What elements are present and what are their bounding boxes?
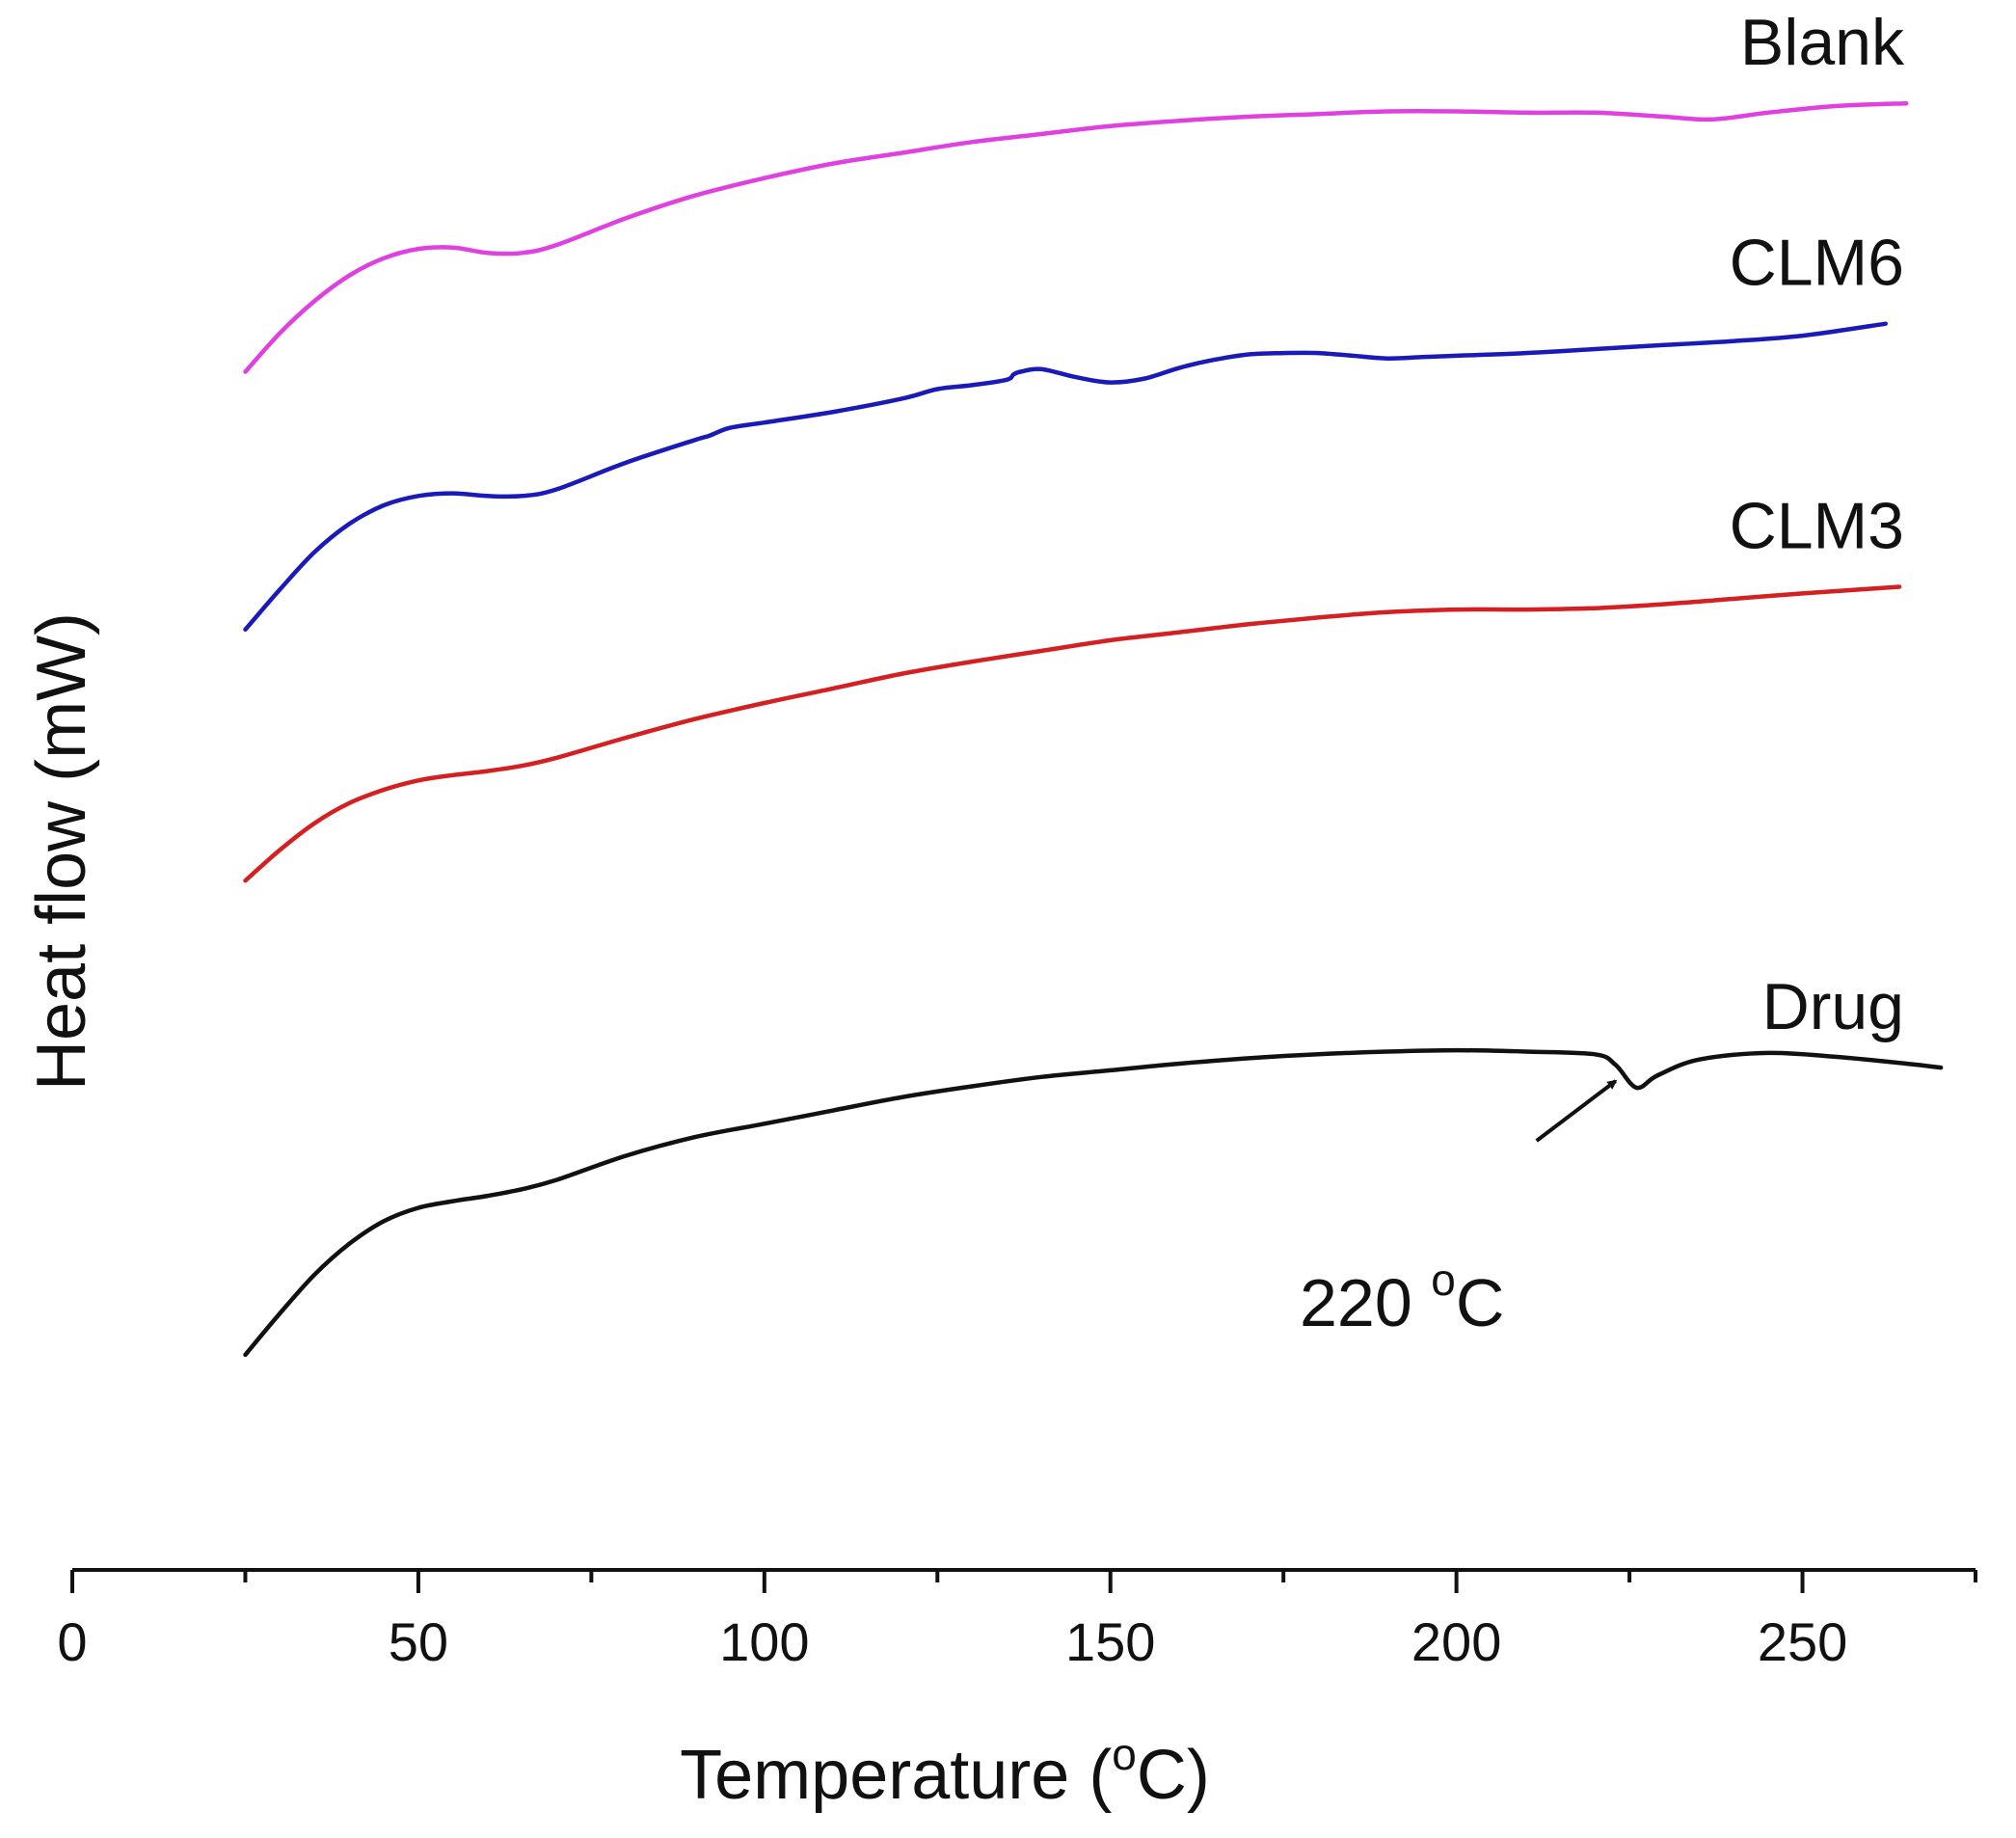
annotation-unit: C (1456, 1265, 1505, 1340)
x-axis-title-degree: o (1112, 1729, 1137, 1779)
series-label-blank: Blank (1740, 6, 1905, 79)
series-line-clm3 (243, 584, 1902, 883)
x-tick-label: 0 (57, 1611, 87, 1672)
x-tick-label: 250 (1758, 1611, 1847, 1672)
peak-annotation: 220 oC (1300, 1079, 1618, 1340)
series-line-blank (243, 100, 1909, 374)
y-axis-title: Heat flow (mW) (23, 612, 100, 1091)
series-label-clm6: CLM6 (1730, 227, 1904, 300)
x-tick-label: 200 (1411, 1611, 1501, 1672)
series-label-clm3: CLM3 (1730, 490, 1904, 563)
annotation-degree: o (1431, 1255, 1456, 1305)
series-label-layer: Blank CLM6 CLM3 Drug (1730, 6, 1905, 1043)
x-tick-label: 100 (719, 1611, 809, 1672)
x-axis: 0 50 100 150 200 250 (57, 1568, 1977, 1672)
x-ticks: 0 50 100 150 200 250 (57, 1570, 1977, 1672)
series-line-drug (243, 1047, 1944, 1358)
x-tick-label: 50 (389, 1611, 448, 1672)
series-line-clm6 (243, 321, 1888, 633)
x-axis-title: Temperature (oC) (680, 1729, 1210, 1814)
annotation-number: 220 (1300, 1265, 1431, 1340)
series-layer (243, 100, 1944, 1358)
series-label-drug: Drug (1762, 970, 1904, 1043)
x-tick-label: 150 (1065, 1611, 1155, 1672)
annotation-arrow (1535, 1079, 1618, 1143)
x-axis-title-main: Temperature ( (680, 1737, 1112, 1814)
annotation-label: 220 oC (1300, 1255, 1504, 1340)
x-axis-title-unit: C) (1137, 1737, 1210, 1814)
